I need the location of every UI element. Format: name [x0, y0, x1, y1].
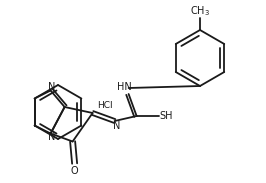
Text: N: N [48, 81, 55, 92]
Text: HCl: HCl [97, 100, 113, 109]
Text: CH$_3$: CH$_3$ [190, 4, 210, 18]
Text: HN: HN [117, 82, 132, 92]
Text: N: N [48, 132, 55, 143]
Text: SH: SH [160, 111, 173, 121]
Text: N: N [113, 121, 120, 131]
Text: O: O [71, 165, 78, 175]
